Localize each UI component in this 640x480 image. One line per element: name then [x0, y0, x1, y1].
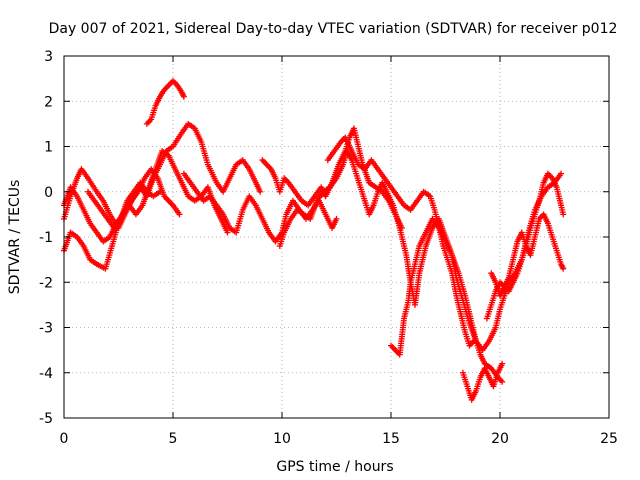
data-point [257, 188, 264, 195]
x-tick-label: 5 [169, 431, 178, 447]
x-axis-label: GPS time / hours [276, 459, 393, 475]
y-tick-label: 2 [44, 94, 53, 110]
chart-title: Day 007 of 2021, Sidereal Day-to-day VTE… [49, 21, 618, 37]
x-tick-label: 20 [491, 431, 509, 447]
data-point [176, 211, 183, 218]
data-point [224, 229, 231, 236]
series-track-e [84, 179, 163, 231]
x-tick-label: 25 [600, 431, 618, 447]
x-tick-label: 0 [60, 431, 69, 447]
y-tick-label: 0 [44, 185, 53, 201]
x-tick-label: 15 [382, 431, 400, 447]
y-tick-label: 3 [44, 49, 53, 65]
data-point [180, 93, 187, 100]
y-tick-label: 1 [44, 140, 53, 156]
series-track-d [143, 77, 187, 127]
data-point [558, 170, 565, 177]
x-tick-label: 10 [273, 431, 291, 447]
data-point [333, 215, 340, 222]
y-tick-label: -4 [39, 366, 53, 382]
series-track-m [488, 211, 567, 299]
axis-ticks: 0 5 10 15 20 25 -5 -4 -3 -2 -1 0 1 2 3 [39, 49, 618, 447]
series-track-b [61, 166, 183, 272]
data-point [499, 378, 506, 385]
data-point [560, 211, 567, 218]
y-tick-label: -5 [39, 411, 53, 427]
y-tick-label: -2 [39, 275, 53, 291]
y-axis-label: SDTVAR / TECUs [7, 180, 23, 295]
y-tick-label: -1 [39, 230, 53, 246]
data-points [61, 77, 567, 403]
series-track-a [61, 120, 264, 231]
data-point [560, 265, 567, 272]
series-track-k [459, 360, 506, 403]
y-tick-label: -3 [39, 321, 53, 337]
series-track-i [324, 134, 477, 349]
data-point [499, 360, 506, 367]
data-point [156, 188, 163, 195]
